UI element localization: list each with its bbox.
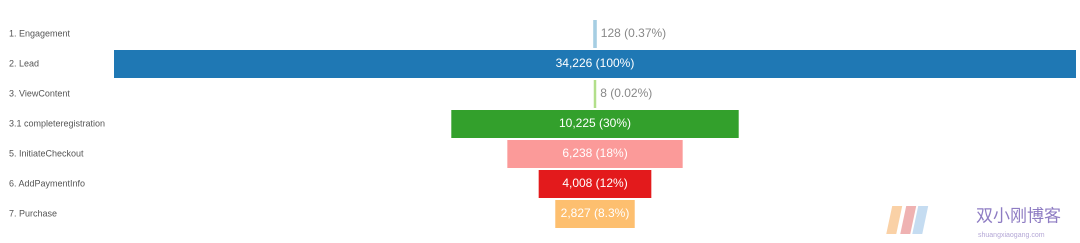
watermark-url: shuangxiaogang.com (978, 232, 1045, 239)
watermark-title: 双小刚博客 (976, 206, 1061, 225)
value-label: 34,226 (100%) (556, 56, 635, 70)
category-label: 3. ViewContent (9, 88, 70, 98)
watermark-logo (886, 206, 903, 234)
value-label: 6,238 (18%) (562, 146, 627, 160)
value-label: 128 (0.37%) (601, 26, 666, 40)
category-label: 2. Lead (9, 58, 39, 68)
funnel-bar (538, 170, 652, 198)
funnel-bar (555, 200, 635, 228)
value-label: 2,827 (8.3%) (561, 206, 630, 220)
watermark-logo (912, 206, 929, 234)
funnel-bar (451, 110, 739, 138)
funnel-bar (593, 80, 597, 108)
category-label: 3.1 completeregistration (9, 118, 105, 128)
category-label: 1. Engagement (9, 28, 71, 38)
funnel-bar (114, 50, 1076, 78)
value-label: 10,225 (30%) (559, 116, 631, 130)
value-label: 4,008 (12%) (562, 176, 627, 190)
watermark-logo (900, 206, 917, 234)
watermark: 双小刚博客 shuangxiaogang.com (886, 206, 1061, 239)
funnel-bar (507, 140, 683, 168)
funnel-bar (593, 20, 597, 48)
category-label: 5. InitiateCheckout (9, 148, 84, 158)
category-label: 7. Purchase (9, 208, 57, 218)
value-label: 8 (0.02%) (600, 86, 652, 100)
category-label: 6. AddPaymentInfo (9, 178, 85, 188)
